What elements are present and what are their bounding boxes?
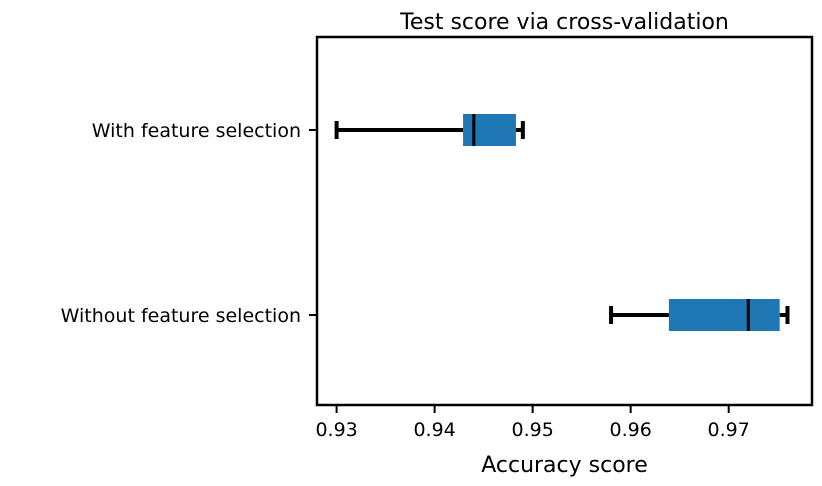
y-tick-label: With feature selection: [92, 120, 301, 142]
iqr-box: [463, 114, 516, 146]
axis-ticks: 0.93 0.94 0.95 0.96 0.97 With feature selecti…: [61, 120, 750, 441]
iqr-box: [668, 299, 780, 331]
x-tick-label: 0.97: [708, 419, 750, 441]
x-tick-label: 0.96: [610, 419, 652, 441]
x-tick-label: 0.93: [315, 419, 357, 441]
chart-title: Test score via cross-validation: [399, 10, 729, 35]
box-group: [334, 114, 525, 146]
x-axis-label: Accuracy score: [481, 453, 648, 478]
x-tick-label: 0.95: [511, 419, 553, 441]
y-tick-label: Without feature selection: [61, 305, 301, 327]
plot-frame: [315, 35, 814, 407]
x-tick-label: 0.94: [413, 419, 455, 441]
box-group: [609, 299, 790, 331]
plot-marks: [334, 114, 790, 331]
